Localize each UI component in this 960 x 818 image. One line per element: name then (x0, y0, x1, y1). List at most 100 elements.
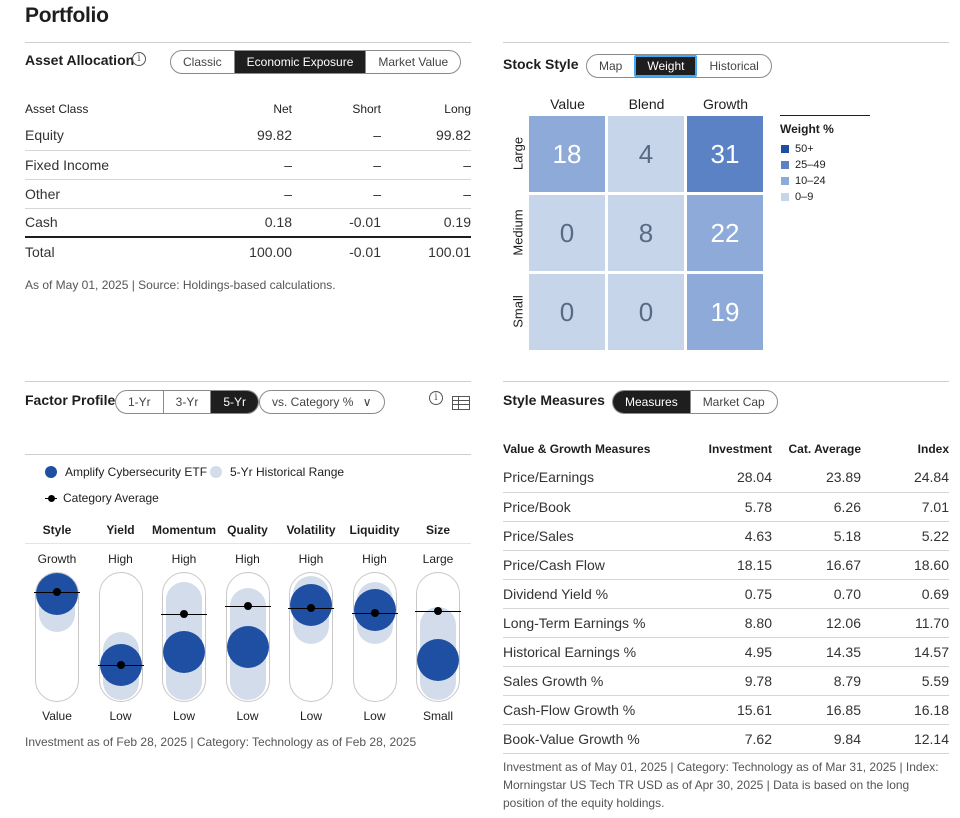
stock-style-title: Stock Style (503, 56, 579, 72)
index-value: 12.14 (861, 724, 949, 754)
weight-legend-title: Weight % (780, 122, 834, 136)
section-divider (25, 42, 471, 43)
table-view-icon[interactable] (452, 396, 470, 410)
measure-label: Sales Growth % (503, 666, 693, 696)
column-header: Index (917, 442, 949, 456)
factor-high-label: Large (422, 552, 454, 566)
column-header: Cat. Average (788, 442, 861, 456)
info-icon[interactable]: i (429, 391, 443, 405)
measure-label: Book-Value Growth % (503, 724, 693, 754)
legend-label: 10–24 (795, 175, 826, 187)
fund-exposure-dot (417, 639, 459, 682)
factor-track-momentum (161, 572, 207, 702)
investment-value: 4.95 (693, 637, 772, 667)
category-marker-icon (45, 492, 57, 504)
tab-measures[interactable]: Measures (613, 391, 690, 413)
investment-value: 7.62 (693, 724, 772, 754)
tab-3-yr[interactable]: 3-Yr (162, 391, 211, 413)
factor-profile-title: Factor Profile (25, 392, 116, 408)
net-value: – (195, 179, 292, 209)
factor-track-volatility (288, 572, 334, 702)
long-value: – (381, 150, 471, 180)
table-row: Equity 99.82 – 99.82 (25, 121, 471, 151)
factor-low-label: Small (422, 709, 453, 723)
category-average-marker (307, 603, 315, 612)
measure-label: Long-Term Earnings % (503, 608, 693, 638)
table-row: Dividend Yield % 0.75 0.70 0.69 (503, 579, 949, 609)
tab-market-cap[interactable]: Market Cap (689, 391, 777, 413)
factor-low-label: Value (42, 709, 72, 723)
factor-header-rule (25, 543, 471, 544)
factor-high-label: High (298, 552, 324, 566)
section-divider (503, 381, 949, 382)
measure-label: Cash-Flow Growth % (503, 695, 693, 725)
tab-5-yr[interactable]: 5-Yr (210, 391, 259, 413)
weight-legend-item: 10–24 (781, 175, 826, 187)
short-value: -0.01 (292, 236, 381, 266)
net-value: – (195, 150, 292, 180)
style-cell-medium-value: 0 (529, 195, 605, 271)
index-value: 18.60 (861, 550, 949, 580)
index-value: 24.84 (861, 463, 949, 493)
net-value: 100.00 (195, 236, 292, 266)
index-value: 11.70 (861, 608, 949, 638)
style-cell-small-blend: 0 (608, 274, 684, 350)
style-column-growth: Growth (702, 96, 749, 112)
tab-historical[interactable]: Historical (709, 59, 759, 73)
factor-track-yield (97, 572, 144, 702)
category-average-marker (370, 608, 379, 617)
category-average-value: 23.89 (772, 463, 861, 493)
long-value: – (381, 179, 471, 209)
factor-title-size: Size (425, 523, 450, 537)
factor-low-label: Low (363, 709, 386, 723)
fund-exposure-dot (226, 626, 269, 669)
table-row: Long-Term Earnings % 8.80 12.06 11.70 (503, 608, 949, 638)
tab-weight[interactable]: Weight (634, 55, 698, 77)
factor-title-volatility: Volatility (286, 523, 336, 537)
category-average-marker (243, 602, 252, 611)
investment-value: 28.04 (693, 463, 772, 493)
style-cell-large-growth: 31 (687, 116, 763, 192)
tab-1-yr[interactable]: 1-Yr (128, 395, 151, 409)
column-header: Long (444, 102, 471, 116)
category-average-value: 5.18 (772, 521, 861, 551)
investment-value: 15.61 (693, 695, 772, 725)
net-value: 99.82 (195, 121, 292, 151)
legend-swatch (781, 193, 789, 201)
category-average-value: 12.06 (772, 608, 861, 638)
stock-style-tabs: Map Weight Historical (586, 54, 772, 78)
measure-label: Price/Sales (503, 521, 693, 551)
style-cell-medium-growth: 22 (687, 195, 763, 271)
column-header: Net (273, 102, 292, 116)
tab-market-value[interactable]: Market Value (365, 51, 460, 73)
style-column-blend: Blend (628, 96, 665, 112)
asset-allocation-footnote: As of May 01, 2025 | Source: Holdings-ba… (25, 278, 336, 292)
investment-value: 8.80 (693, 608, 772, 638)
factor-profile-footnote: Investment as of Feb 28, 2025 | Category… (25, 735, 417, 749)
factor-period-tabs: 1-Yr 3-Yr 5-Yr (115, 390, 260, 414)
factor-track-liquidity (351, 572, 398, 702)
row-label: Total (25, 236, 195, 266)
info-icon[interactable]: i (132, 52, 146, 66)
factor-low-label: Low (236, 709, 259, 723)
comparison-dropdown[interactable]: vs. Category % ∨ (259, 390, 385, 414)
index-value: 14.57 (861, 637, 949, 667)
legend-range-label: 5-Yr Historical Range (230, 465, 345, 479)
style-cell-small-value: 0 (529, 274, 605, 350)
legend-swatch (781, 177, 789, 185)
factor-title-liquidity: Liquidity (349, 523, 400, 537)
category-average-value: 9.84 (772, 724, 861, 754)
table-row: Historical Earnings % 4.95 14.35 14.57 (503, 637, 949, 667)
long-value: 0.19 (381, 208, 471, 238)
legend-category-label: Category Average (63, 491, 159, 505)
measure-label: Price/Book (503, 492, 693, 522)
table-row: Cash-Flow Growth % 15.61 16.85 16.18 (503, 695, 949, 725)
chevron-down-icon: ∨ (362, 395, 372, 409)
category-average-marker (53, 588, 61, 597)
asset-allocation-tabs: Classic Economic Exposure Market Value (170, 50, 462, 74)
tab-classic[interactable]: Classic (183, 55, 222, 69)
tab-economic-exposure[interactable]: Economic Exposure (233, 51, 366, 73)
tab-map[interactable]: Map (599, 59, 623, 73)
measure-label: Historical Earnings % (503, 637, 693, 667)
style-row-medium: Medium (510, 209, 526, 256)
